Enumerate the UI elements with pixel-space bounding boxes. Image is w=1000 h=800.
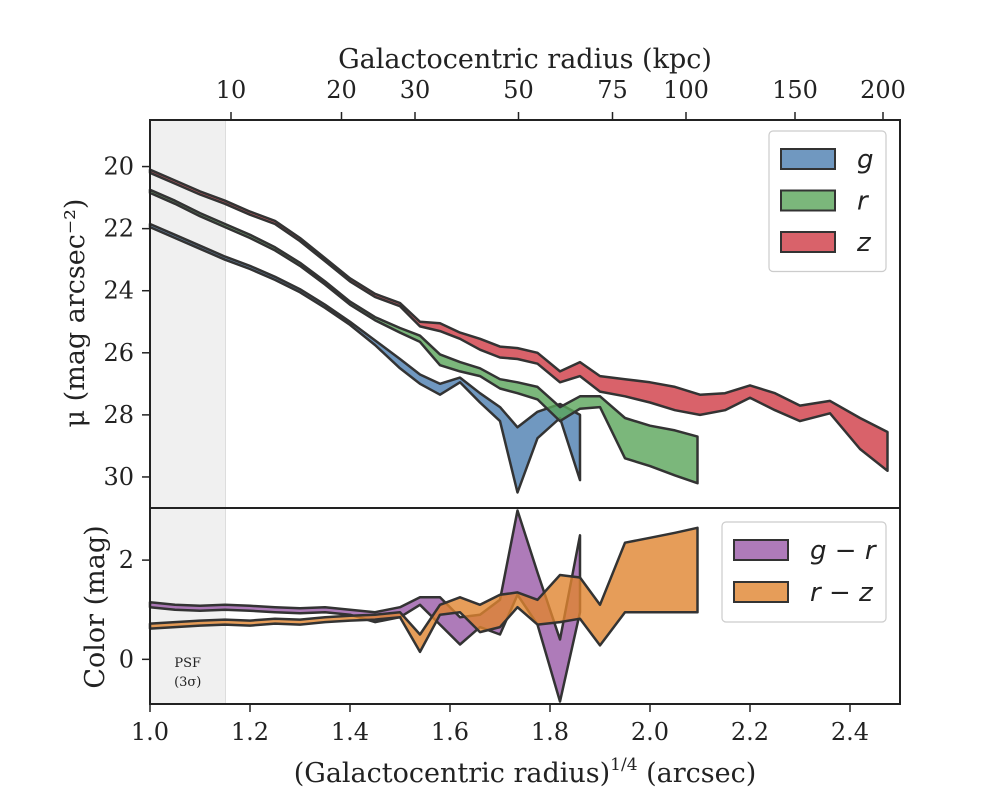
- psf-sigma-label: (3σ): [174, 675, 201, 690]
- x-tick-label: 1.4: [331, 718, 369, 746]
- band-r: [148, 188, 699, 485]
- x-axis-title-unit: (arcsec): [638, 758, 757, 789]
- x-tick-label: 1.0: [131, 718, 169, 746]
- y-tick-label: 22: [103, 215, 134, 243]
- color-y-tick-label: 0: [119, 645, 134, 673]
- axis-ticks: 1.0 1.2 1.4 1.6 1.8 2.0 2.2 2.410 20 30 50 75 100 150…: [103, 76, 905, 746]
- top-axis-title: Galactocentric radius (kpc): [338, 44, 712, 75]
- y-tick-label: 24: [103, 277, 134, 305]
- top-tick-label: 30: [400, 76, 431, 104]
- bottom-legend: g − r r − z: [721, 521, 887, 623]
- legend-swatch-g_r: [733, 539, 789, 561]
- x-axis-title: (Galactocentric radius)1/4 (arcsec): [294, 755, 757, 789]
- y-tick-label: 28: [103, 401, 134, 429]
- legend-swatch-r_z: [733, 581, 789, 603]
- x-tick-label: 2.4: [831, 718, 869, 746]
- x-tick-label: 2.0: [631, 718, 669, 746]
- bottom-panel-bands: [148, 509, 699, 703]
- x-axis-title-exponent: 1/4: [610, 755, 637, 775]
- legend-swatch-g: [780, 148, 836, 170]
- top-tick-label: 100: [663, 76, 709, 104]
- top-tick-label: 20: [326, 76, 357, 104]
- legend-label-z: z: [856, 228, 872, 258]
- legend-label-r_z: r − z: [810, 578, 874, 608]
- x-tick-label: 2.2: [731, 718, 769, 746]
- y-tick-label: 26: [103, 339, 134, 367]
- legend-label-g_r: g − r: [810, 536, 878, 566]
- band-z: [148, 168, 889, 473]
- top-tick-label: 10: [216, 76, 247, 104]
- bottom-panel-frame: [149, 507, 901, 705]
- x-tick-label: 1.8: [531, 718, 569, 746]
- band-g: [148, 222, 582, 494]
- x-tick-label: 1.2: [231, 718, 269, 746]
- legend-label-r: r: [857, 187, 870, 217]
- bottom-y-axis-title: Color (mag): [80, 525, 111, 688]
- legend-label-g: g: [857, 145, 874, 175]
- x-axis-title-main: (Galactocentric radius): [294, 758, 610, 789]
- top-tick-label: 150: [772, 76, 818, 104]
- top-tick-label: 200: [860, 76, 906, 104]
- legend-swatch-z: [780, 231, 836, 253]
- top-tick-label: 50: [503, 76, 534, 104]
- top-y-axis-title: μ (mag arcsec⁻²): [60, 199, 91, 428]
- color-y-tick-label: 2: [119, 546, 134, 574]
- legend-swatch-r: [780, 189, 836, 212]
- psf-label: PSF: [174, 656, 201, 671]
- psf-region-top: [149, 119, 226, 509]
- y-tick-label: 30: [103, 463, 134, 491]
- top-panel-bands: [148, 168, 889, 494]
- top-tick-label: 75: [597, 76, 628, 104]
- top-legend: grz: [768, 130, 887, 273]
- band-r_z: [148, 526, 699, 654]
- x-tick-label: 1.6: [431, 718, 469, 746]
- y-tick-label: 20: [103, 153, 134, 181]
